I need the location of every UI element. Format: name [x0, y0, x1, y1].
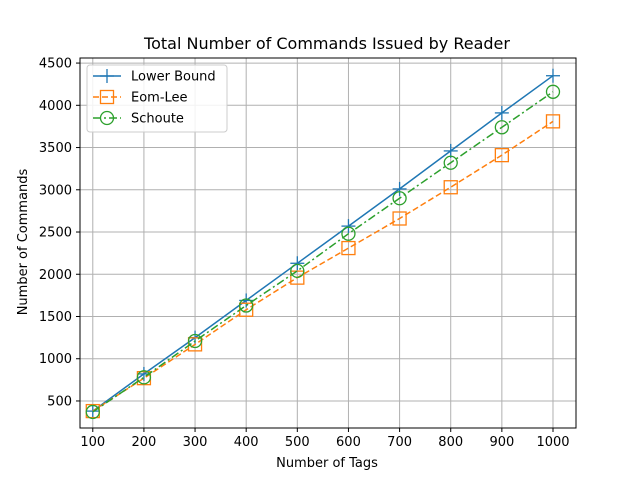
data-point: [290, 256, 305, 271]
legend-marker: [100, 69, 114, 83]
x-tick-label: 600: [336, 435, 361, 450]
data-point: [494, 120, 510, 135]
legend-box: [86, 64, 228, 133]
y-axis-title: Number of Commands: [16, 168, 31, 315]
legend-item: Lower Bound: [93, 69, 216, 85]
legend-marker: [99, 89, 115, 105]
y-tick-label: 4500: [39, 57, 72, 72]
data-point: [443, 155, 458, 170]
x-axis-title: Number of Tags: [276, 456, 378, 471]
data-point: [187, 333, 203, 349]
y-tick-label: 3500: [39, 141, 72, 156]
data-point: [187, 337, 203, 352]
y-tick-label: 1500: [39, 310, 72, 325]
data-point: [290, 270, 305, 285]
series-3: [85, 84, 561, 420]
data-point: [392, 181, 407, 196]
series-layer: [85, 68, 561, 420]
legend-label: Schoute: [131, 112, 184, 127]
legend-label: Lower Bound: [131, 70, 216, 85]
data-point: [239, 298, 254, 313]
x-tick-label: 1000: [536, 435, 569, 450]
data-point: [545, 84, 561, 99]
plot-frame: [79, 57, 577, 429]
x-tick-label: 100: [80, 435, 105, 450]
data-point: [136, 370, 152, 385]
legend-item: Schoute: [93, 110, 184, 127]
y-tick-label: 2000: [39, 268, 72, 283]
data-point: [494, 105, 509, 120]
x-tick-label: 800: [438, 435, 463, 450]
y-tick-label: 1000: [39, 352, 72, 367]
series-2: [85, 114, 561, 419]
data-point: [392, 211, 407, 226]
legend: Lower Bound Eom-Lee Schoute: [86, 64, 228, 133]
x-tick-label: 900: [489, 435, 514, 450]
data-point: [545, 68, 560, 83]
legend-item: Eom-Lee: [93, 89, 188, 106]
data-point: [443, 143, 458, 158]
data-point: [341, 219, 356, 234]
data-point: [85, 404, 100, 420]
y-tick-label: 2500: [39, 226, 72, 241]
series-line: [92, 75, 554, 412]
y-tick-label: 3000: [39, 183, 72, 198]
y-tick-label: 500: [47, 394, 72, 409]
grid: [80, 58, 576, 428]
y-axis-ticks: 500 1000 1500 2000 2500 3000 3500 4000 4500: [39, 57, 80, 409]
data-point: [341, 240, 356, 256]
legend-label: Eom-Lee: [131, 91, 188, 106]
y-tick-label: 4000: [39, 99, 72, 114]
legend-marker: [99, 110, 115, 126]
x-tick-label: 300: [183, 435, 208, 450]
data-point: [494, 147, 510, 163]
data-point: [392, 191, 407, 206]
data-point: [443, 180, 458, 195]
chart-title: Total Number of Commands Issued by Reade…: [143, 34, 510, 53]
x-tick-label: 500: [285, 435, 310, 450]
x-tick-label: 400: [234, 435, 259, 450]
data-point: [545, 114, 561, 129]
data-point: [341, 226, 356, 241]
x-axis-ticks: 100 200 300 400 500 600 700 800 900 1000: [80, 428, 570, 450]
data-point: [290, 263, 305, 279]
series-line: [92, 91, 554, 413]
x-tick-label: 200: [132, 435, 157, 450]
series-line: [92, 120, 554, 412]
x-tick-label: 700: [387, 435, 412, 450]
